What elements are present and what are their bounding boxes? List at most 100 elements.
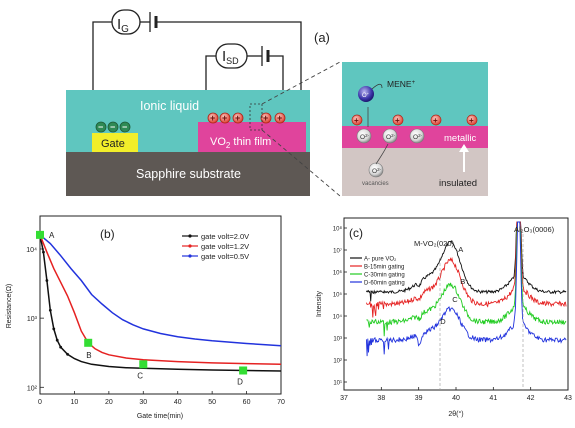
panel-c: (c) 37 38 39 40 41 42 43 10¹ 10² 10³ 10⁴ 10⁵ 10⁶ 10⁷… xyxy=(316,217,572,418)
b-xtick-label: 30 xyxy=(139,399,147,406)
b-series-point xyxy=(48,308,52,312)
b-marker-label: C xyxy=(137,371,143,380)
b-xtick-label: 50 xyxy=(208,399,216,406)
b-legend-label: gate volt=2.0V xyxy=(201,232,249,241)
insulated-label: insulated xyxy=(439,178,477,189)
peak-label-al2o3: Al₂O₃(0006) xyxy=(514,225,555,234)
b-marker xyxy=(84,338,93,347)
b-legend-dot xyxy=(188,234,192,238)
svg-text:−: − xyxy=(110,122,115,132)
vo2-film-label: VO2 thin film xyxy=(210,136,271,150)
panel-b-ylabel: Resistance(Ω) xyxy=(6,284,13,329)
c-xtick-label: 40 xyxy=(452,395,460,402)
panel-a-label: (a) xyxy=(314,30,330,45)
c-xtick-label: 43 xyxy=(564,395,572,402)
gate-electrode xyxy=(92,133,138,152)
b-marker xyxy=(139,360,148,369)
peak-label-vo2: M-VO₂(020) xyxy=(414,239,455,248)
b-xtick-label: 10 xyxy=(71,399,79,406)
b-marker-label: A xyxy=(49,231,55,240)
svg-text:−: − xyxy=(98,122,103,132)
c-legend-label: B-15min gating xyxy=(364,265,404,271)
b-series-point xyxy=(66,352,69,356)
c-xtick-label: 38 xyxy=(377,395,385,402)
svg-text:O2-: O2- xyxy=(386,133,396,141)
c-series-point-label: D xyxy=(440,317,446,326)
gate-circuit xyxy=(92,9,302,120)
c-xtick-label: 39 xyxy=(415,395,423,402)
oxygen-ions xyxy=(356,128,425,178)
svg-text:+: + xyxy=(354,116,359,125)
svg-text:O2-: O2- xyxy=(413,133,423,141)
ig-label: IG xyxy=(117,16,129,35)
svg-text:O+: O+ xyxy=(362,91,370,99)
c-legend-label: D-60min gating xyxy=(364,281,405,287)
c-series-line xyxy=(365,221,567,318)
c-ytick-label: 10³ xyxy=(333,337,342,343)
c-legend-label: A- pure VO₂ xyxy=(364,257,397,263)
b-legend-dot xyxy=(188,254,192,258)
b-series-point xyxy=(45,279,49,282)
metallic-label: metallic xyxy=(444,133,476,144)
b-xtick-label: 0 xyxy=(38,399,42,406)
panel-b: (b) 0 10 20 30 40 50 60 70 10² 10³ 10⁴ A B C D gate … xyxy=(6,215,285,420)
vo2-film xyxy=(198,122,306,152)
svg-text:+: + xyxy=(263,113,268,123)
c-series-line xyxy=(366,221,567,302)
panel-b-xlabel: Gate time(min) xyxy=(137,413,183,420)
interface-inset: O+ MENE+ + + + + O2- O2- O2- O2- metallic xyxy=(342,62,488,196)
b-marker-label: D xyxy=(237,377,243,386)
c-series-point-label: A xyxy=(458,245,463,254)
svg-text:+: + xyxy=(222,113,227,123)
b-xtick-label: 40 xyxy=(174,399,182,406)
svg-text:−: − xyxy=(122,122,127,132)
isd-label: ISD xyxy=(222,48,239,66)
b-series-point xyxy=(52,327,56,331)
b-xtick-label: 20 xyxy=(105,399,113,406)
c-xtick-label: 42 xyxy=(527,395,535,402)
b-series-line xyxy=(39,234,282,372)
b-legend-dot xyxy=(188,244,192,248)
b-series-point xyxy=(59,345,63,349)
panel-c-ylabel: Intensity xyxy=(316,290,323,317)
c-series-point-label: B xyxy=(460,277,465,286)
substrate-label: Sapphire substrate xyxy=(136,167,241,181)
b-xtick-label: 60 xyxy=(243,399,251,406)
svg-text:+: + xyxy=(469,116,474,125)
b-series-line xyxy=(39,234,282,347)
b-marker-label: B xyxy=(86,351,91,360)
mene-cation xyxy=(358,86,374,102)
svg-text:+: + xyxy=(235,113,240,123)
svg-text:+: + xyxy=(210,113,215,123)
c-ytick-label: 10¹ xyxy=(333,381,342,387)
svg-text:O2-: O2- xyxy=(360,133,370,141)
b-ytick-label: 10² xyxy=(27,385,38,392)
b-marker xyxy=(36,230,44,239)
c-ytick-label: 10² xyxy=(333,359,342,365)
panel-c-xlabel: 2θ(°) xyxy=(448,410,463,418)
svg-text:+: + xyxy=(433,116,438,125)
b-marker xyxy=(239,366,248,375)
vacancies-label: vacancies xyxy=(362,181,389,187)
c-ytick-label: 10⁵ xyxy=(333,292,343,299)
film-cations xyxy=(207,112,286,124)
c-series-point-label: C xyxy=(452,295,458,304)
svg-text:+: + xyxy=(395,116,400,125)
c-series-line xyxy=(365,221,567,357)
c-ytick-label: 10⁸ xyxy=(333,226,343,233)
ionic-liquid-label: Ionic liquid xyxy=(140,99,199,113)
panel-c-label: (c) xyxy=(349,226,363,240)
c-ytick-label: 10⁴ xyxy=(333,314,343,321)
b-ytick-label: 10⁴ xyxy=(26,247,37,254)
c-xtick-label: 37 xyxy=(340,395,348,402)
svg-text:O2-: O2- xyxy=(372,167,382,175)
sapphire-substrate xyxy=(66,152,310,196)
c-ytick-label: 10⁷ xyxy=(333,248,342,255)
panel-b-label: (b) xyxy=(100,227,115,241)
panel-b-frame xyxy=(39,215,282,395)
mene-label: MENE+ xyxy=(387,79,416,89)
gate-label: Gate xyxy=(101,138,125,150)
b-series-line xyxy=(39,234,282,366)
c-legend-label: C-30min gating xyxy=(364,273,405,279)
